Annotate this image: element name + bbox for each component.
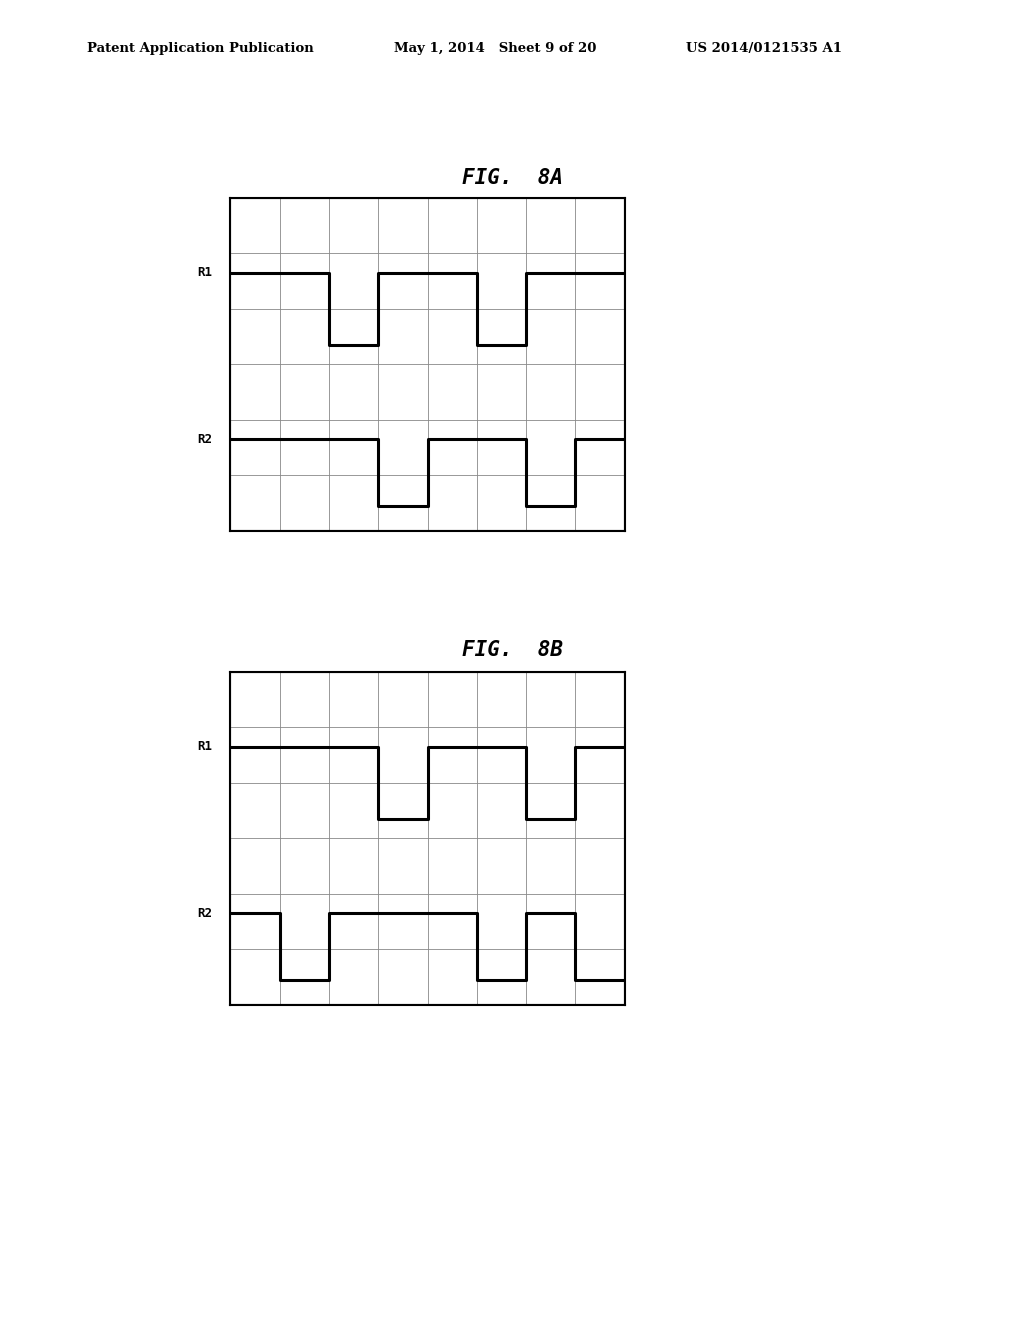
Text: R2: R2 xyxy=(197,433,212,446)
Text: FIG.  8A: FIG. 8A xyxy=(462,168,562,187)
Text: US 2014/0121535 A1: US 2014/0121535 A1 xyxy=(686,42,842,55)
Text: R1: R1 xyxy=(197,741,212,754)
Text: R2: R2 xyxy=(197,907,212,920)
Text: FIG.  8B: FIG. 8B xyxy=(462,640,562,660)
Text: R1: R1 xyxy=(197,267,212,280)
Text: Patent Application Publication: Patent Application Publication xyxy=(87,42,313,55)
Text: May 1, 2014   Sheet 9 of 20: May 1, 2014 Sheet 9 of 20 xyxy=(394,42,597,55)
